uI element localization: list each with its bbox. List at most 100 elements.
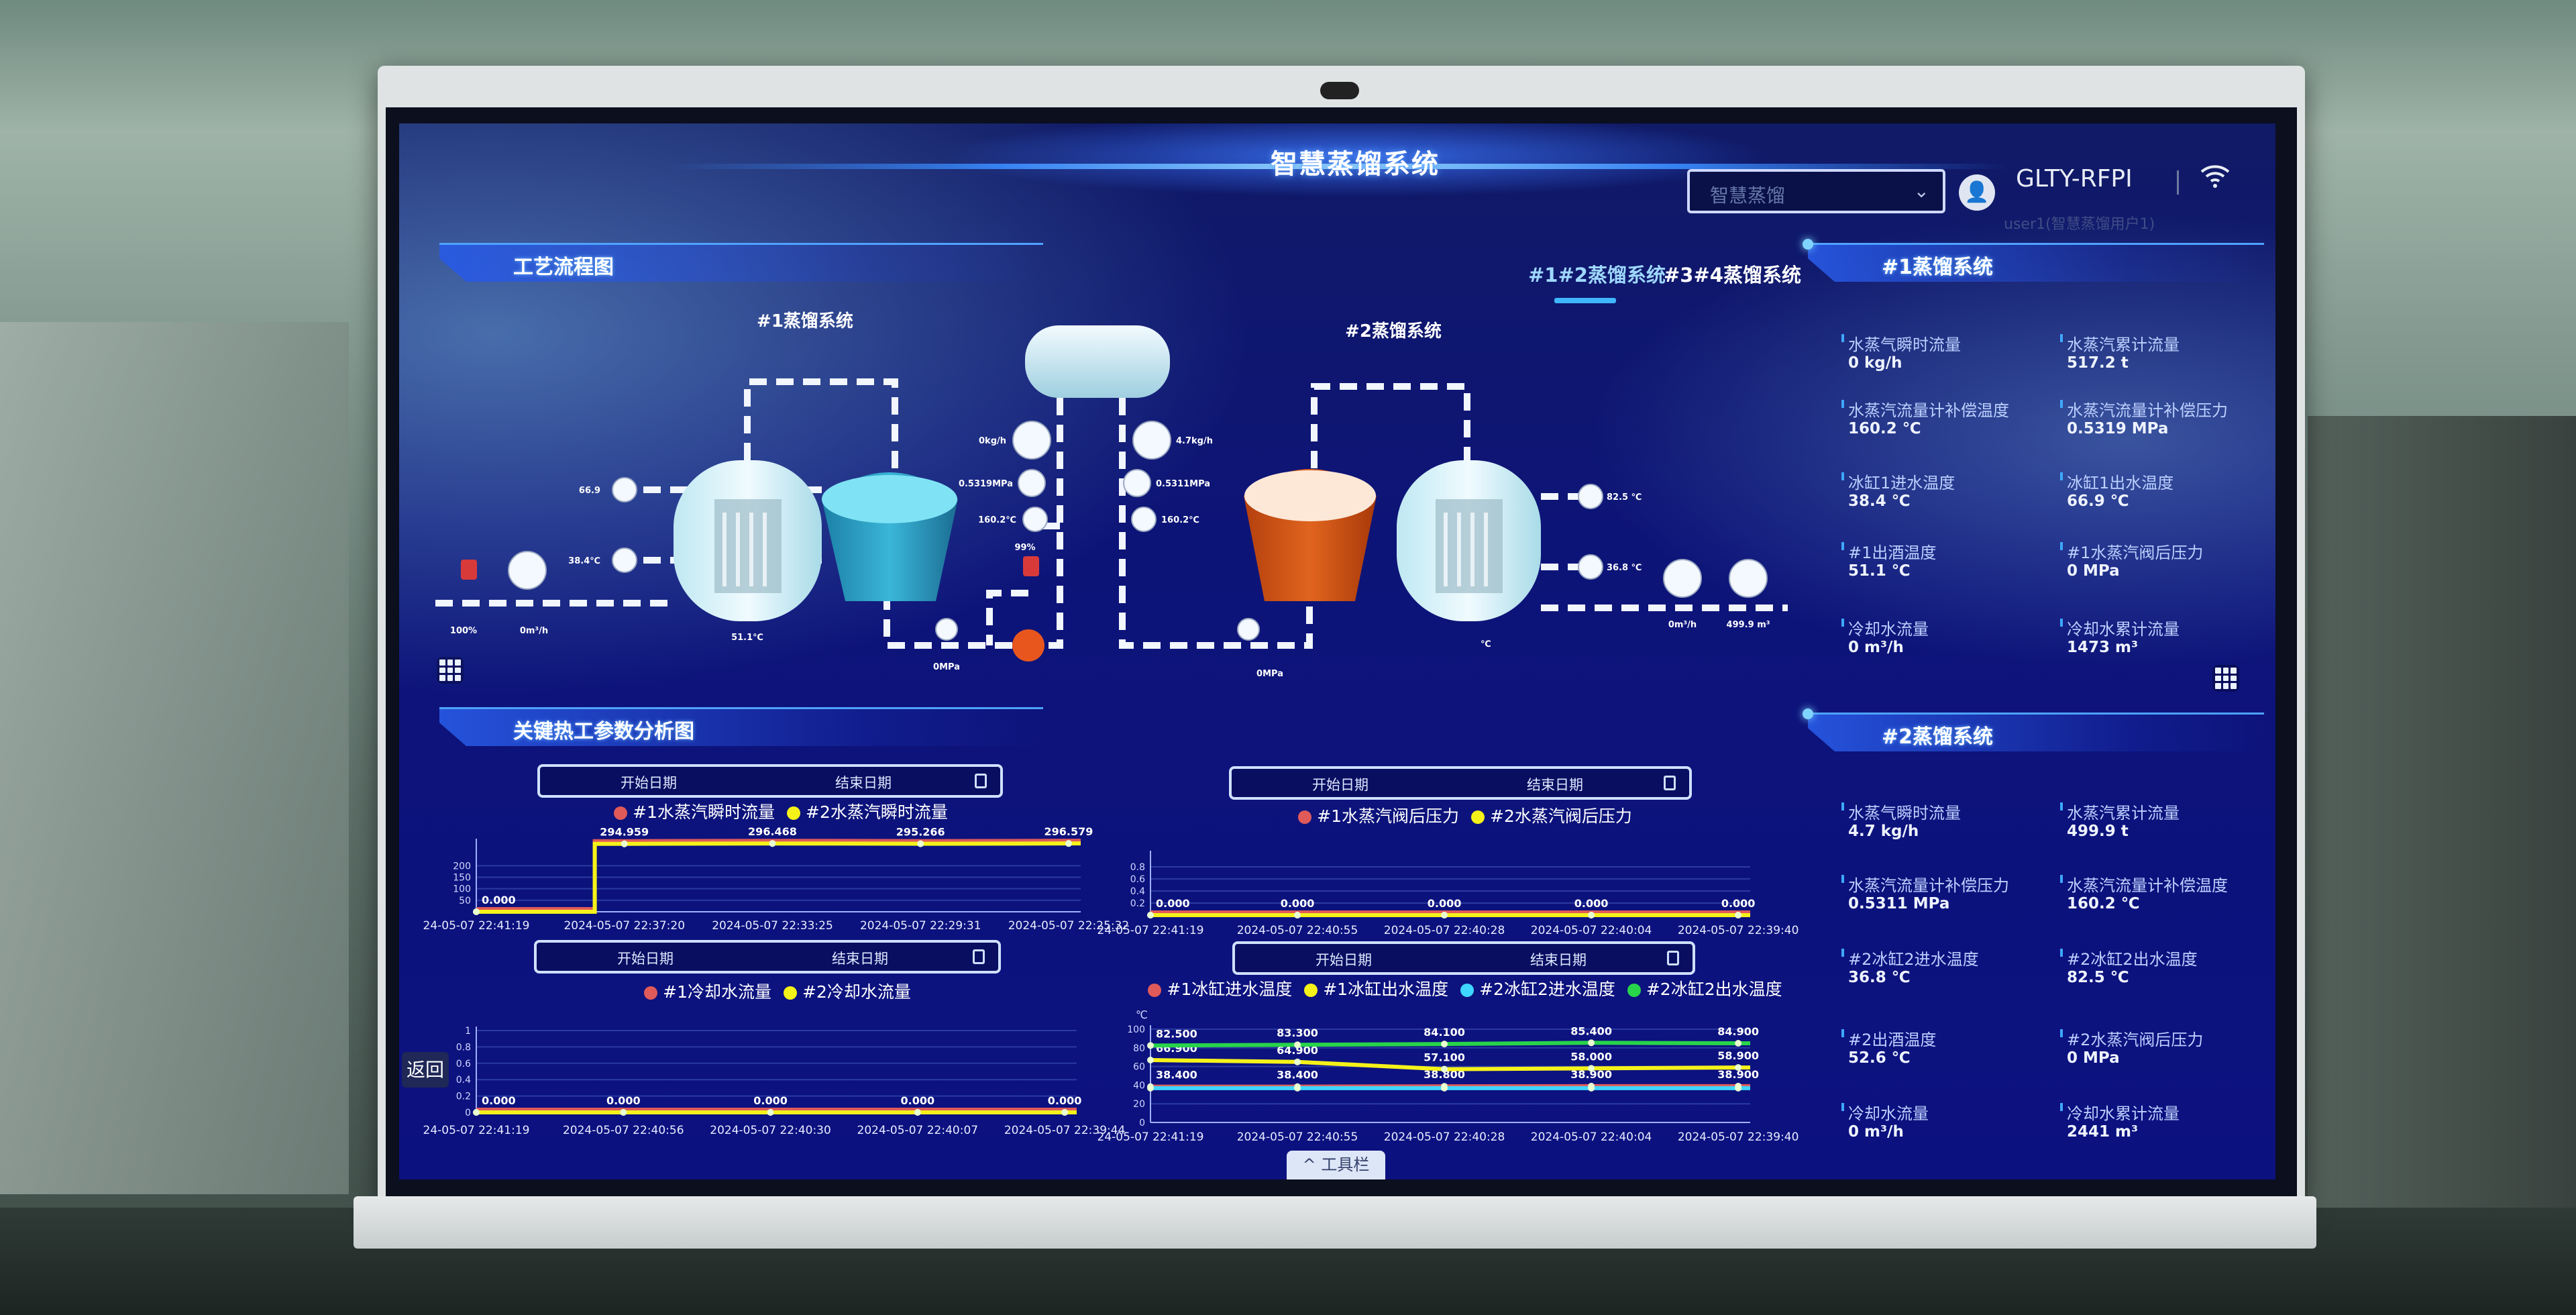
data-point[interactable] xyxy=(1294,1084,1301,1092)
data-point[interactable] xyxy=(767,1109,774,1116)
legend-item[interactable]: #2冷却水流量 xyxy=(771,982,911,1002)
data-point[interactable] xyxy=(620,1109,627,1116)
legend-item[interactable]: #1水蒸汽瞬时流量 xyxy=(602,802,775,822)
date-range-picker[interactable]: 开始日期 结束日期 xyxy=(537,764,1003,798)
calendar-icon[interactable] xyxy=(975,774,987,788)
data-point[interactable] xyxy=(621,840,628,847)
legend-item[interactable]: #1冷却水流量 xyxy=(632,982,771,1002)
data-point[interactable] xyxy=(1735,912,1742,918)
data-point[interactable] xyxy=(914,1109,921,1116)
legend-item[interactable]: #1水蒸汽阀后压力 xyxy=(1286,806,1459,826)
reading: 160.2℃ xyxy=(1161,515,1199,525)
data-point[interactable] xyxy=(473,1109,480,1116)
y-tick-label: 0.8 xyxy=(456,1042,471,1053)
end-date-input[interactable]: 结束日期 xyxy=(1530,952,1587,968)
data-point[interactable] xyxy=(1735,1082,1742,1090)
data-point[interactable] xyxy=(1735,912,1742,918)
x-tick-label: 2024-05-07 22:37:20 xyxy=(564,919,685,933)
data-point[interactable] xyxy=(473,1109,480,1116)
apps-grid-icon[interactable] xyxy=(437,657,464,684)
date-range-picker[interactable]: 开始日期 结束日期 xyxy=(1229,766,1692,800)
data-label: 296.468 xyxy=(748,825,797,838)
receiver-tank-2-top xyxy=(1244,470,1376,521)
legend-item[interactable]: #2水蒸汽阀后压力 xyxy=(1459,806,1632,826)
data-point[interactable] xyxy=(1735,1084,1742,1092)
legend-item[interactable]: #2水蒸汽瞬时流量 xyxy=(775,802,948,822)
data-point[interactable] xyxy=(1147,1057,1154,1064)
data-point[interactable] xyxy=(1294,912,1301,918)
data-point[interactable] xyxy=(917,840,924,847)
data-point[interactable] xyxy=(1294,1058,1301,1065)
toolbar-button[interactable]: ^ 工具栏 xyxy=(1287,1151,1385,1179)
data-point[interactable] xyxy=(1588,1082,1595,1090)
data-point[interactable] xyxy=(767,1109,774,1116)
user-icon[interactable]: 👤 xyxy=(1959,174,1995,211)
data-point[interactable] xyxy=(473,908,480,915)
y-tick-label: 0.2 xyxy=(456,1092,471,1102)
data-point[interactable] xyxy=(1147,912,1154,918)
data-point[interactable] xyxy=(1147,912,1154,918)
start-date-input[interactable]: 开始日期 xyxy=(1316,952,1372,968)
legend-label: #2水蒸汽阀后压力 xyxy=(1490,806,1632,826)
data-point[interactable] xyxy=(1588,912,1595,918)
data-point[interactable] xyxy=(473,908,480,915)
metric-value: 0 kg/h xyxy=(1848,354,1902,372)
calendar-icon[interactable] xyxy=(1667,951,1679,965)
data-point[interactable] xyxy=(1065,840,1072,847)
end-date-input[interactable]: 结束日期 xyxy=(835,775,892,791)
panel2-title: #2蒸馏系统 xyxy=(1882,725,1994,749)
data-point[interactable] xyxy=(620,1109,627,1116)
data-point[interactable] xyxy=(1735,1064,1742,1071)
data-point[interactable] xyxy=(1441,1084,1448,1092)
data-point[interactable] xyxy=(1294,1083,1301,1090)
data-point[interactable] xyxy=(1441,912,1448,918)
x-tick-label: 24-05-07 22:41:19 xyxy=(1097,1130,1204,1144)
x-tick-label: 2024-05-07 22:40:04 xyxy=(1531,1130,1652,1144)
data-point[interactable] xyxy=(1735,1039,1742,1047)
data-point[interactable] xyxy=(1065,840,1072,847)
metric-label: 冰缸1进水温度 xyxy=(1841,470,1955,493)
date-range-picker[interactable]: 开始日期 结束日期 xyxy=(534,940,1001,974)
date-range-picker[interactable]: 开始日期 结束日期 xyxy=(1232,941,1695,975)
data-point[interactable] xyxy=(621,840,628,847)
start-date-input[interactable]: 开始日期 xyxy=(617,951,674,967)
data-point[interactable] xyxy=(1147,1083,1154,1090)
legend-item[interactable]: #2冰缸2进水温度 xyxy=(1448,980,1615,999)
end-date-input[interactable]: 结束日期 xyxy=(832,951,888,967)
data-point[interactable] xyxy=(1441,1083,1448,1090)
data-point[interactable] xyxy=(1441,1065,1448,1073)
apps-grid-icon[interactable] xyxy=(2212,665,2239,692)
data-point[interactable] xyxy=(917,840,924,847)
data-point[interactable] xyxy=(1588,912,1595,918)
data-point[interactable] xyxy=(914,1109,921,1116)
data-point[interactable] xyxy=(1147,1084,1154,1092)
calendar-icon[interactable] xyxy=(973,949,985,964)
data-point[interactable] xyxy=(1147,1042,1154,1049)
legend-item[interactable]: #2冰缸2出水温度 xyxy=(1615,980,1782,999)
data-label: 0.000 xyxy=(901,1094,935,1107)
tab-system-1-2[interactable]: #1#2蒸馏系统 xyxy=(1528,264,1666,286)
data-point[interactable] xyxy=(1061,1109,1069,1116)
data-point[interactable] xyxy=(1441,1041,1448,1048)
legend-item[interactable]: #1冰缸出水温度 xyxy=(1292,980,1448,999)
data-point[interactable] xyxy=(1588,1084,1595,1092)
back-button[interactable]: 返回 xyxy=(402,1052,449,1088)
legend-item[interactable]: #1冰缸进水温度 xyxy=(1136,980,1292,999)
start-date-input[interactable]: 开始日期 xyxy=(621,775,677,791)
data-point[interactable] xyxy=(1588,1065,1595,1072)
data-point[interactable] xyxy=(769,840,776,847)
system-select[interactable]: 智慧蒸馏 ⌄ xyxy=(1687,169,1945,213)
reading: 0m³/h xyxy=(520,626,548,636)
tab-system-3-4[interactable]: #3#4蒸馏系统 xyxy=(1664,264,1801,286)
end-date-input[interactable]: 结束日期 xyxy=(1527,777,1583,793)
data-point[interactable] xyxy=(769,840,776,847)
data-point[interactable] xyxy=(1294,1041,1301,1049)
page-title: 智慧蒸馏系统 xyxy=(1271,149,1440,180)
data-point[interactable] xyxy=(1061,1109,1069,1116)
data-point[interactable] xyxy=(1441,912,1448,918)
legend-label: #1水蒸汽瞬时流量 xyxy=(633,802,775,822)
calendar-icon[interactable] xyxy=(1664,776,1676,790)
start-date-input[interactable]: 开始日期 xyxy=(1312,777,1368,793)
data-point[interactable] xyxy=(1294,912,1301,918)
data-point[interactable] xyxy=(1588,1039,1595,1047)
